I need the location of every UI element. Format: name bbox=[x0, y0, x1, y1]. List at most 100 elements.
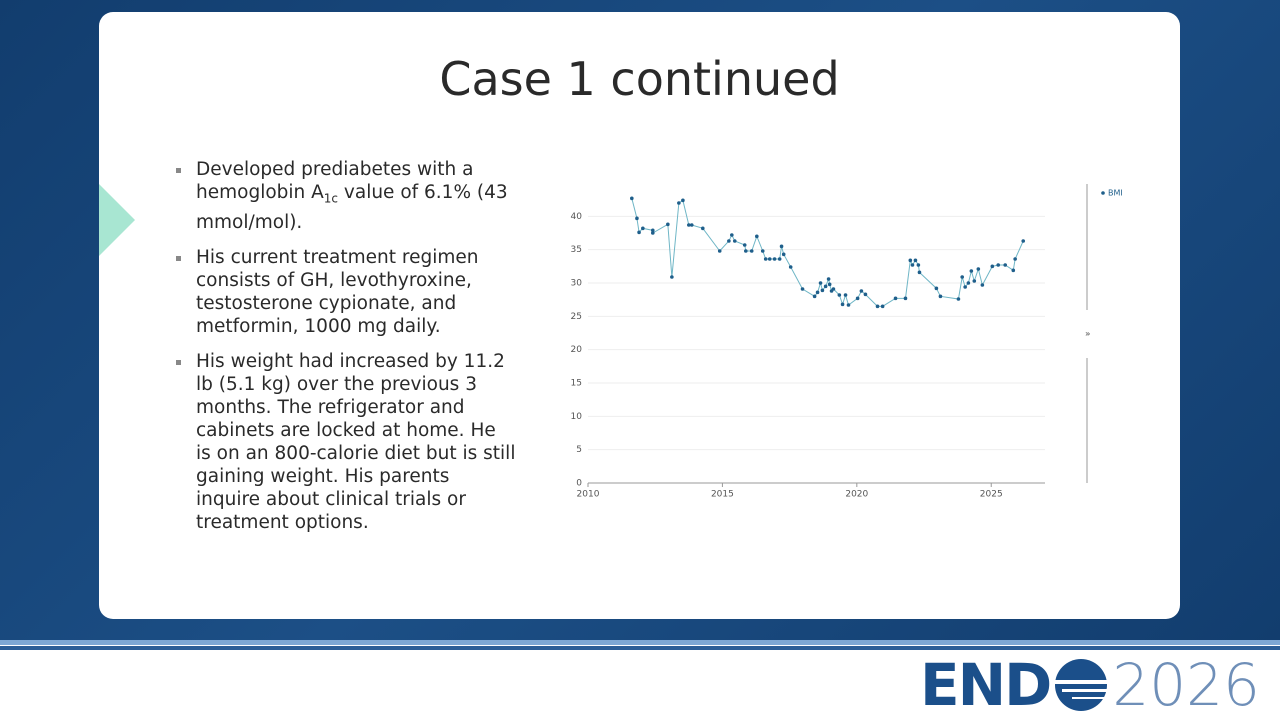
point bbox=[650, 228, 655, 233]
point bbox=[903, 296, 908, 301]
point bbox=[812, 294, 817, 299]
point bbox=[788, 265, 793, 269]
logo-globe bbox=[1052, 659, 1111, 711]
point bbox=[823, 284, 828, 289]
point bbox=[980, 283, 985, 287]
logo-year: 2026 bbox=[1112, 651, 1260, 719]
subscript: 1c bbox=[323, 191, 339, 206]
collapse-icon[interactable]: » bbox=[1085, 330, 1091, 340]
point bbox=[855, 296, 860, 301]
point bbox=[956, 297, 961, 301]
point bbox=[863, 292, 868, 297]
point bbox=[767, 257, 772, 261]
legend-marker bbox=[1101, 191, 1105, 195]
logo-text: END bbox=[920, 651, 1052, 719]
point bbox=[630, 196, 634, 201]
point bbox=[763, 257, 768, 261]
point bbox=[976, 267, 981, 271]
slide-title: Case 1 continued bbox=[439, 52, 840, 106]
legend-label: BMI bbox=[1108, 189, 1123, 198]
y-tick-label: 20 bbox=[571, 345, 583, 355]
point bbox=[677, 201, 681, 205]
point bbox=[727, 239, 731, 243]
point bbox=[1003, 263, 1008, 267]
point bbox=[846, 303, 851, 307]
point bbox=[972, 279, 977, 283]
point bbox=[742, 243, 747, 247]
point bbox=[730, 233, 734, 237]
point bbox=[800, 287, 805, 291]
point bbox=[732, 239, 737, 243]
stripe bbox=[0, 640, 1280, 645]
point bbox=[880, 304, 885, 309]
point bbox=[717, 249, 722, 253]
point bbox=[910, 263, 915, 267]
arrow-decoration bbox=[99, 184, 135, 256]
line bbox=[631, 198, 1024, 307]
point bbox=[990, 264, 995, 269]
stripe bbox=[0, 646, 1280, 650]
point bbox=[743, 249, 748, 253]
point bbox=[960, 275, 965, 279]
point bbox=[681, 198, 685, 203]
point bbox=[650, 231, 655, 235]
point bbox=[1013, 257, 1017, 261]
x-tick-label: 2015 bbox=[711, 490, 734, 500]
y-tick-label: 40 bbox=[571, 212, 583, 222]
point bbox=[916, 263, 921, 267]
point bbox=[818, 281, 823, 285]
point bbox=[670, 275, 674, 279]
point bbox=[687, 223, 691, 227]
point bbox=[755, 234, 759, 239]
bullet-list: Developed prediabetes with a hemoglobin … bbox=[176, 158, 516, 546]
point bbox=[963, 285, 967, 289]
point bbox=[837, 293, 842, 297]
point bbox=[859, 289, 864, 293]
y-tick-label: 35 bbox=[571, 245, 582, 255]
point bbox=[966, 281, 971, 285]
y-tick-label: 25 bbox=[571, 312, 582, 322]
point bbox=[779, 244, 784, 249]
point bbox=[826, 277, 831, 281]
point bbox=[749, 249, 754, 253]
point bbox=[913, 258, 918, 263]
x-tick-label: 2020 bbox=[845, 490, 868, 500]
point bbox=[934, 286, 939, 291]
y-tick-label: 5 bbox=[576, 445, 582, 455]
x-tick-label: 2010 bbox=[577, 490, 600, 500]
point bbox=[820, 288, 825, 293]
point bbox=[637, 230, 641, 235]
point bbox=[875, 304, 880, 309]
card bbox=[99, 12, 1180, 619]
point bbox=[917, 270, 922, 275]
point bbox=[1011, 268, 1016, 273]
point bbox=[760, 249, 765, 253]
point bbox=[938, 294, 943, 299]
bullet: His current treatment regimen consists o… bbox=[176, 246, 516, 338]
point bbox=[777, 257, 782, 261]
y-tick-label: 0 bbox=[576, 479, 582, 489]
logo: END 2026 bbox=[920, 651, 1260, 719]
point bbox=[815, 290, 820, 295]
point bbox=[996, 263, 1001, 267]
point bbox=[772, 257, 777, 261]
text: value of 6.1% (43 mmol/mol). bbox=[196, 182, 508, 233]
point bbox=[641, 226, 645, 231]
y-tick-label: 10 bbox=[571, 412, 583, 422]
point bbox=[666, 222, 670, 227]
point bbox=[635, 216, 639, 221]
point bbox=[840, 302, 845, 307]
x-tick-label: 2025 bbox=[980, 490, 1003, 500]
bullet: Developed prediabetes with a hemoglobin … bbox=[176, 158, 516, 234]
bullet: His weight had increased by 11.2 lb (5.1… bbox=[176, 350, 516, 534]
y-tick-label: 15 bbox=[571, 379, 582, 389]
point bbox=[843, 293, 848, 297]
point bbox=[1021, 239, 1026, 243]
text: Developed prediabetes with a hemoglobin … bbox=[196, 159, 474, 203]
text: His current treatment regimen consists o… bbox=[196, 246, 479, 337]
point bbox=[827, 282, 832, 287]
text: His weight had increased by 11.2 lb (5.1… bbox=[196, 350, 516, 533]
y-tick-label: 30 bbox=[571, 279, 583, 289]
point bbox=[831, 287, 836, 291]
